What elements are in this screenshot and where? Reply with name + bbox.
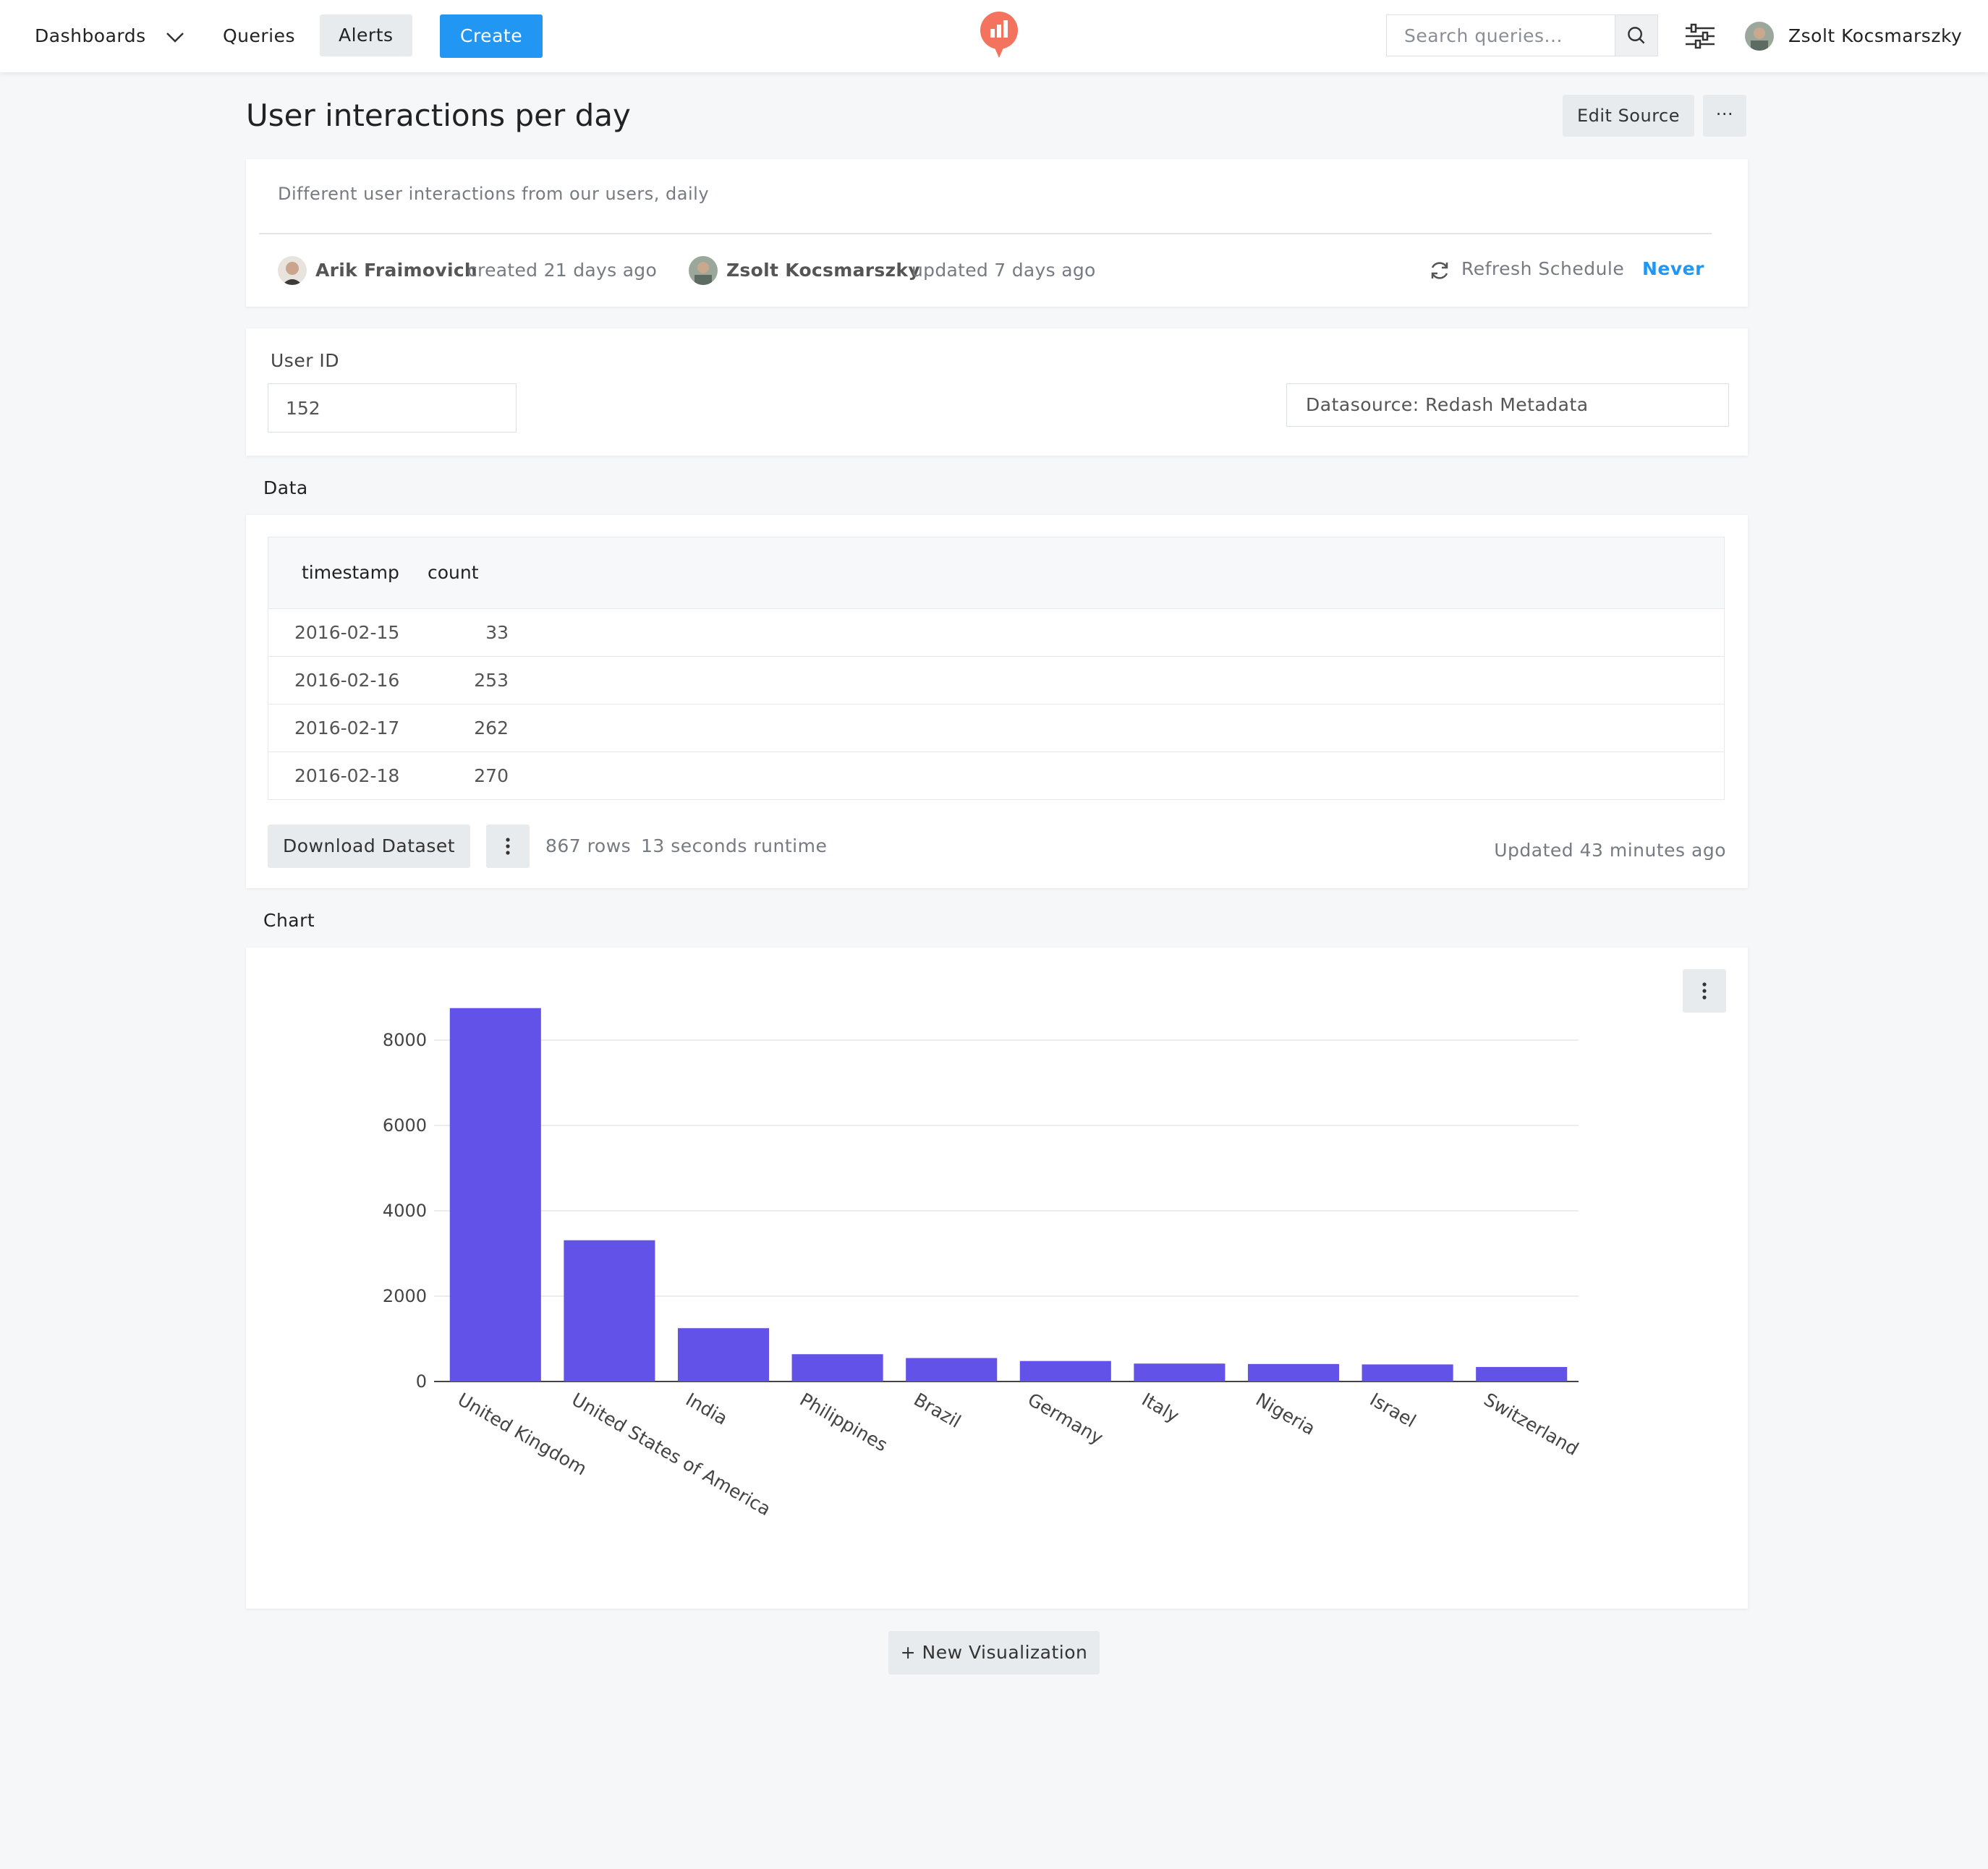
table-header: timestamp count xyxy=(268,537,1724,609)
cell-timestamp: 2016-02-15 xyxy=(294,622,400,643)
updated-ago: Updated 43 minutes ago xyxy=(1494,840,1726,861)
column-header-timestamp[interactable]: timestamp xyxy=(302,562,399,583)
column-header-count[interactable]: count xyxy=(428,562,479,583)
nav-alerts[interactable]: Alerts xyxy=(320,14,412,56)
user-id-label: User ID xyxy=(271,350,340,371)
updater-name[interactable]: Zsolt Kocsmarszky xyxy=(726,260,920,281)
avatar-icon xyxy=(278,256,307,285)
created-time: created 21 days ago xyxy=(467,260,658,281)
divider xyxy=(259,233,1712,234)
dataset-menu-button[interactable] xyxy=(486,825,530,868)
bar[interactable] xyxy=(1134,1363,1225,1381)
x-tick-label: Germany xyxy=(1024,1389,1107,1449)
chart-card: 0 2000 4000 6000 8000 United Kingdom United S… xyxy=(246,948,1748,1609)
cell-count: 253 xyxy=(474,670,509,691)
table-row: 2016-02-15 33 xyxy=(268,609,1724,657)
chevron-down-icon[interactable] xyxy=(165,27,185,48)
refresh-schedule-label: Refresh Schedule xyxy=(1461,258,1625,279)
settings-sliders-icon[interactable] xyxy=(1684,22,1716,51)
search-icon xyxy=(1628,27,1645,44)
user-name[interactable]: Zsolt Kocsmarszky xyxy=(1788,25,1963,46)
table-row: 2016-02-17 262 xyxy=(268,704,1724,752)
bar[interactable] xyxy=(1019,1361,1111,1381)
page-title: User interactions per day xyxy=(246,98,631,133)
datasource-selector[interactable]: Datasource: Redash Metadata xyxy=(1286,383,1729,427)
data-section-title: Data xyxy=(263,477,308,498)
more-options-button[interactable]: ··· xyxy=(1703,95,1746,137)
bar[interactable] xyxy=(791,1354,883,1381)
y-tick-label: 2000 xyxy=(383,1286,427,1306)
vertical-dots-icon xyxy=(506,838,510,855)
nav-dashboards[interactable]: Dashboards xyxy=(35,25,146,46)
download-dataset-button[interactable]: Download Dataset xyxy=(268,825,470,868)
updated-time: updated 7 days ago xyxy=(912,260,1096,281)
y-tick-label: 0 xyxy=(416,1371,427,1392)
x-tick-label: Philippines xyxy=(797,1389,891,1455)
parameters-card: User ID Datasource: Redash Metadata xyxy=(246,328,1748,456)
x-tick-label: India xyxy=(682,1389,731,1429)
chart-menu-button[interactable] xyxy=(1683,969,1726,1013)
cell-timestamp: 2016-02-16 xyxy=(294,670,400,691)
cell-count: 33 xyxy=(485,622,509,643)
bar[interactable] xyxy=(677,1328,770,1381)
new-visualization-button[interactable]: + New Visualization xyxy=(888,1631,1100,1674)
x-tick-label: Italy xyxy=(1138,1389,1183,1426)
top-navbar: Dashboards Queries Alerts Create Zsolt K xyxy=(0,0,1988,72)
cell-timestamp: 2016-02-18 xyxy=(294,765,400,786)
creator-avatar xyxy=(278,256,307,285)
bar[interactable] xyxy=(1362,1364,1453,1381)
runtime: 13 seconds runtime xyxy=(641,835,828,856)
cell-count: 262 xyxy=(474,718,509,738)
query-description: Different user interactions from our use… xyxy=(278,184,710,204)
user-id-input[interactable] xyxy=(268,383,517,433)
bar[interactable] xyxy=(564,1240,655,1381)
edit-source-button[interactable]: Edit Source xyxy=(1563,95,1694,137)
create-button[interactable]: Create xyxy=(440,14,543,58)
refresh-schedule-value[interactable]: Never xyxy=(1642,258,1704,279)
updater-avatar xyxy=(689,256,718,285)
y-tick-label: 6000 xyxy=(383,1115,427,1136)
y-tick-label: 8000 xyxy=(383,1030,427,1050)
y-tick-label: 4000 xyxy=(383,1201,427,1221)
cell-timestamp: 2016-02-17 xyxy=(294,718,400,738)
x-tick-label: Brazil xyxy=(910,1389,964,1432)
refresh-icon xyxy=(1431,262,1448,279)
vertical-dots-icon xyxy=(1702,982,1707,1000)
creator-name[interactable]: Arik Fraimovich xyxy=(315,260,478,281)
x-tick-label: United States of America xyxy=(568,1389,774,1520)
data-card: timestamp count 2016-02-15 33 2016-02-16… xyxy=(246,515,1748,888)
cell-count: 270 xyxy=(474,765,509,786)
x-tick-label: Nigeria xyxy=(1252,1389,1319,1439)
x-tick-label: Switzerland xyxy=(1480,1389,1582,1460)
table-row: 2016-02-16 253 xyxy=(268,657,1724,704)
x-tick-label: Israel xyxy=(1367,1389,1420,1431)
search-input[interactable] xyxy=(1386,14,1657,56)
search-button[interactable] xyxy=(1615,14,1658,56)
chart-section-title: Chart xyxy=(263,910,315,931)
table-row: 2016-02-18 270 xyxy=(268,752,1724,799)
avatar-icon xyxy=(689,256,718,285)
bar[interactable] xyxy=(906,1358,998,1381)
nav-queries[interactable]: Queries xyxy=(223,25,296,46)
row-count: 867 rows xyxy=(545,835,632,856)
redash-logo-icon[interactable] xyxy=(978,10,1020,58)
user-avatar[interactable] xyxy=(1745,22,1774,51)
avatar-icon xyxy=(1745,22,1774,51)
x-tick-label: United Kingdom xyxy=(454,1389,590,1479)
query-info-card: Different user interactions from our use… xyxy=(246,159,1748,307)
bar[interactable] xyxy=(1247,1363,1340,1381)
results-table: timestamp count 2016-02-15 33 2016-02-16… xyxy=(268,537,1725,800)
bar[interactable] xyxy=(449,1008,541,1381)
bar[interactable] xyxy=(1476,1366,1568,1381)
